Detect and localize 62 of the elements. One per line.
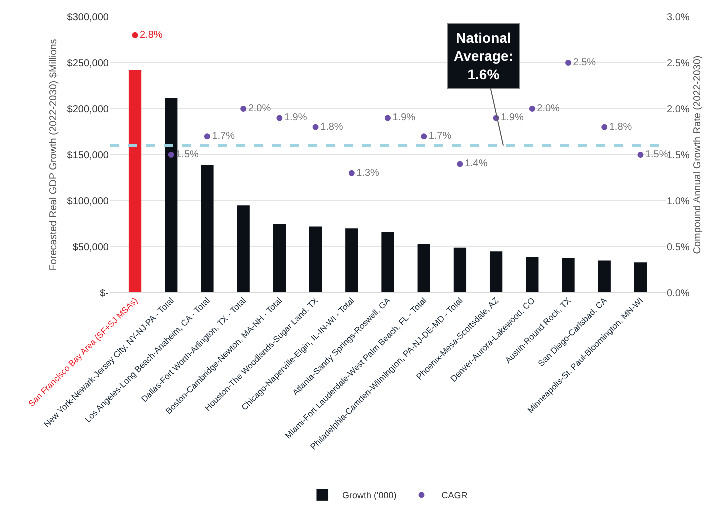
y2-tick-label: 0.5%	[667, 242, 690, 254]
y-axis-title: Forecasted Real GDP Growth (2022-2030) $Millions	[48, 39, 60, 271]
data-label: 2.0%	[248, 104, 272, 114]
point	[638, 152, 644, 158]
y2-tick-label: 2.0%	[667, 104, 690, 116]
y2-tick-label: 1.0%	[667, 196, 690, 208]
point	[385, 115, 391, 122]
data-label: 1.9%	[284, 112, 308, 124]
bar	[634, 262, 648, 293]
y2-tick-label: 3.0%	[667, 12, 690, 24]
y-tick-label: $150,000	[67, 150, 110, 162]
data-label: 1.9%	[501, 112, 524, 124]
bar	[562, 258, 575, 293]
point	[566, 60, 572, 66]
y-tick-label: $100,000	[67, 196, 110, 208]
bar	[201, 165, 214, 293]
bar	[382, 232, 394, 293]
point	[602, 124, 608, 130]
data-label: 1.4%	[464, 158, 488, 170]
y-tick-label: $300,000	[67, 12, 110, 24]
legend-label: Growth ('000)	[342, 490, 397, 501]
y2-tick-label: 0.0%	[667, 288, 690, 300]
data-label: 2.8%	[140, 30, 163, 41]
bar	[418, 244, 430, 293]
bar	[346, 228, 358, 293]
point	[276, 115, 283, 122]
data-label: 1.5%	[645, 150, 668, 160]
point	[348, 170, 355, 176]
data-label: 2.0%	[537, 104, 560, 114]
y2-axis-title: Compound Annual Growth Rate (2022-2030)	[692, 56, 704, 254]
point	[529, 106, 536, 112]
bar	[490, 252, 503, 293]
bar	[273, 224, 286, 293]
point	[204, 134, 210, 140]
bar	[454, 248, 467, 293]
point	[168, 152, 174, 158]
bar	[237, 206, 250, 293]
data-label: 1.7%	[212, 131, 236, 142]
bar	[598, 260, 611, 293]
point	[240, 106, 247, 112]
bar	[309, 226, 322, 293]
data-label: 1.9%	[392, 112, 416, 124]
y-tick-label: $-	[100, 288, 109, 300]
bar	[128, 70, 142, 293]
data-label: 1.8%	[320, 122, 344, 133]
y2-tick-label: 1.5%	[667, 150, 690, 162]
bar	[165, 98, 178, 293]
legend-label: CAGR	[442, 490, 468, 501]
y2-tick-label: 2.5%	[667, 58, 690, 70]
point	[132, 32, 138, 38]
y-tick-label: $250,000	[67, 58, 110, 70]
y-tick-label: $50,000	[72, 242, 110, 254]
point	[457, 161, 464, 168]
data-label: 1.7%	[428, 131, 452, 142]
data-label: 1.8%	[609, 122, 632, 133]
point	[421, 134, 428, 140]
bar	[526, 257, 539, 293]
y-tick-label: $200,000	[67, 104, 110, 116]
data-label: 1.3%	[356, 168, 380, 179]
ref-line-label: National Average: 1.6%	[454, 30, 514, 82]
data-label: 2.5%	[573, 58, 596, 68]
point	[312, 124, 319, 130]
